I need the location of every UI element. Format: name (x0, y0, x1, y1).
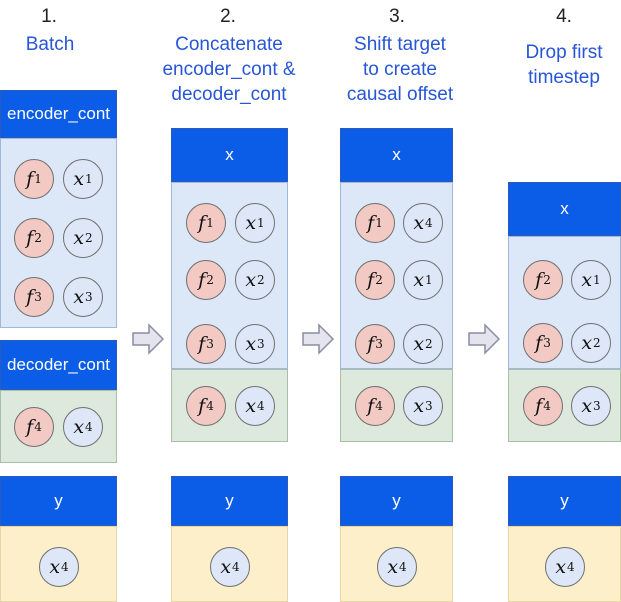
step-2-title-line-3: decoder_cont (171, 84, 287, 105)
step-1-title-line: Batch (25, 34, 75, 55)
step-3-title-line-1: Shift target (354, 34, 446, 55)
x-header: x (171, 128, 288, 182)
step-2-title-line-1: Concatenate (175, 34, 283, 55)
step-3-title: Shift target to create causal offset (315, 32, 485, 107)
y-header: y (171, 476, 288, 526)
step-2-title-line-2: encoder_cont & (162, 59, 296, 80)
x-header: x (340, 128, 453, 182)
step-3-title-line-2: to create (363, 59, 437, 80)
y-header: y (508, 476, 621, 526)
arrow-right-icon (302, 323, 335, 355)
step-4-number: 4. (556, 6, 572, 27)
y-header: y (0, 476, 117, 526)
step-2-title: Concatenate encoder_cont & decoder_cont (144, 32, 314, 107)
step-1-title: Batch (0, 32, 135, 57)
step-2-number: 2. (220, 6, 236, 27)
x-header: x (508, 182, 621, 236)
step-4-title-line-2: timestep (528, 67, 600, 88)
y-header: y (340, 476, 453, 526)
arrow-right-icon (468, 323, 501, 355)
step-1-number: 1. (41, 6, 57, 27)
decoder-cont-header: decoder_cont (0, 340, 117, 390)
step-4-title-line-1: Drop first (525, 42, 603, 63)
encoder-cont-header: encoder_cont (0, 90, 117, 138)
step-3-number: 3. (389, 6, 405, 27)
arrow-right-icon (132, 323, 165, 355)
step-4-title: Drop first timestep (479, 40, 621, 90)
step-3-title-line-3: causal offset (346, 84, 454, 105)
